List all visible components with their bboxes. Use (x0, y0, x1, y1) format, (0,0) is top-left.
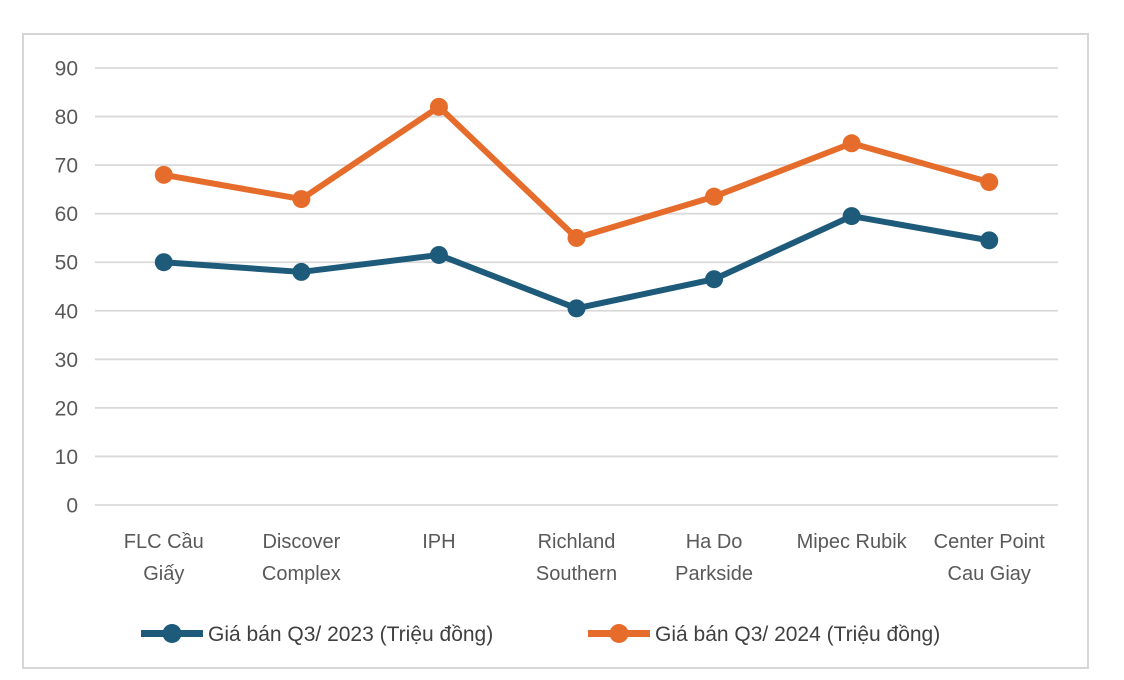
x-category-label: Ha Do (686, 531, 743, 553)
y-tick-label: 50 (55, 252, 78, 275)
y-tick-label: 80 (55, 106, 78, 129)
x-category-label: FLC Cầu (124, 531, 204, 553)
x-category-label: IPH (422, 531, 455, 553)
legend-label: Giá bán Q3/ 2024 (Triệu đồng) (655, 623, 940, 646)
y-tick-label: 90 (55, 58, 78, 81)
data-point-marker (292, 262, 311, 281)
data-point-marker (842, 134, 861, 153)
x-category-label: Parkside (675, 563, 753, 585)
x-category-label: Richland (538, 531, 616, 553)
y-tick-label: 60 (55, 203, 78, 226)
legend-marker-dot (162, 624, 182, 643)
data-point-marker (842, 207, 861, 226)
data-point-marker (292, 190, 311, 209)
data-point-marker (705, 270, 724, 289)
x-category-label: Giấy (143, 563, 184, 585)
data-point-marker (429, 245, 448, 264)
legend-label: Giá bán Q3/ 2023 (Triệu đồng) (208, 623, 493, 646)
x-category-label: Cau Giay (948, 563, 1031, 585)
y-tick-label: 30 (55, 349, 78, 372)
data-point-marker (154, 253, 173, 272)
legend-marker-dot (609, 624, 629, 643)
y-tick-label: 40 (55, 300, 78, 323)
data-point-marker (429, 97, 448, 116)
data-point-marker (567, 228, 586, 247)
y-tick-label: 20 (55, 397, 78, 420)
data-point-marker (705, 187, 724, 206)
data-point-marker (980, 231, 999, 250)
x-category-label: Discover (262, 531, 340, 553)
x-category-label: Mipec Rubik (797, 531, 908, 553)
chart-card: 0 10 20 30 40 50 60 70 80 90 FLC Cầu Giấy Discover Co… (22, 33, 1089, 669)
x-category-label: Center Point (934, 531, 1046, 553)
data-point-marker (980, 173, 999, 192)
y-tick-label: 70 (55, 155, 78, 178)
line-chart: 0 10 20 30 40 50 60 70 80 90 FLC Cầu Giấy Discover Co… (55, 58, 1058, 646)
data-point-marker (567, 299, 586, 318)
x-category-label: Complex (262, 563, 341, 585)
x-category-label: Southern (536, 563, 617, 585)
data-point-marker (154, 165, 173, 184)
y-tick-label: 10 (55, 446, 78, 469)
y-tick-label: 0 (66, 495, 78, 518)
